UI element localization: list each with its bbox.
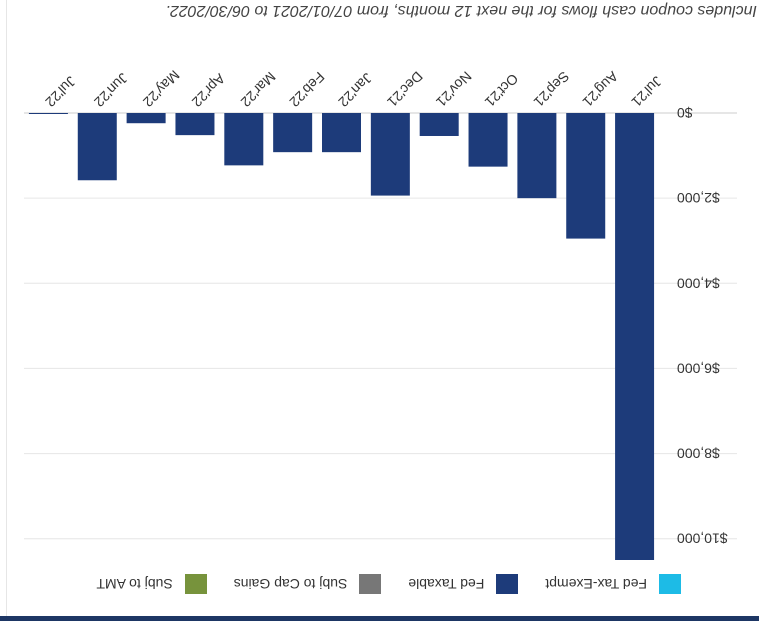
x-tick-label: Nov'21 <box>433 68 475 110</box>
bar <box>28 113 68 114</box>
bar <box>273 113 313 153</box>
x-tick-label: Feb'22 <box>286 69 327 110</box>
x-tick-label: Mar'22 <box>238 69 279 110</box>
x-tick-label: Aug'21 <box>579 68 621 110</box>
y-tick-label: $2,000 <box>677 190 720 206</box>
x-tick-label: Sep'21 <box>531 68 573 110</box>
x-tick-label: Jul'21 <box>628 73 665 110</box>
y-tick-label: $4,000 <box>677 275 720 291</box>
bar <box>77 113 117 181</box>
bar <box>615 113 655 560</box>
x-tick-label: Jan'22 <box>335 70 375 110</box>
bar <box>224 113 264 166</box>
y-tick-label: $8,000 <box>677 446 720 462</box>
bar <box>370 113 410 196</box>
x-tick-label: Dec'21 <box>384 68 426 110</box>
bar <box>175 113 215 136</box>
bar <box>126 113 166 124</box>
x-tick-label: May'22 <box>140 67 183 110</box>
y-tick-label: $0 <box>677 105 693 121</box>
y-tick-label: $10,000 <box>677 531 728 547</box>
footnote: Includes coupon cash flows for the next … <box>165 2 758 19</box>
bar <box>566 113 606 239</box>
x-tick-labels: Jul'21Aug'21Sep'21Oct'21Nov'21Dec'21Jan'… <box>42 67 665 110</box>
x-tick-label: Jul'22 <box>42 73 79 110</box>
bar <box>322 113 361 153</box>
bar <box>468 113 508 167</box>
y-tick-label: $6,000 <box>677 360 720 376</box>
bars <box>28 113 655 560</box>
y-tick-labels: $0 $2,000 $4,000 $6,000 $8,000 $10,000 <box>677 105 728 547</box>
x-tick-label: Jun'22 <box>91 70 131 110</box>
x-tick-label: Oct'21 <box>482 71 522 111</box>
bar <box>419 113 459 136</box>
x-tick-label: Apr'22 <box>189 71 229 111</box>
bar <box>517 113 557 199</box>
